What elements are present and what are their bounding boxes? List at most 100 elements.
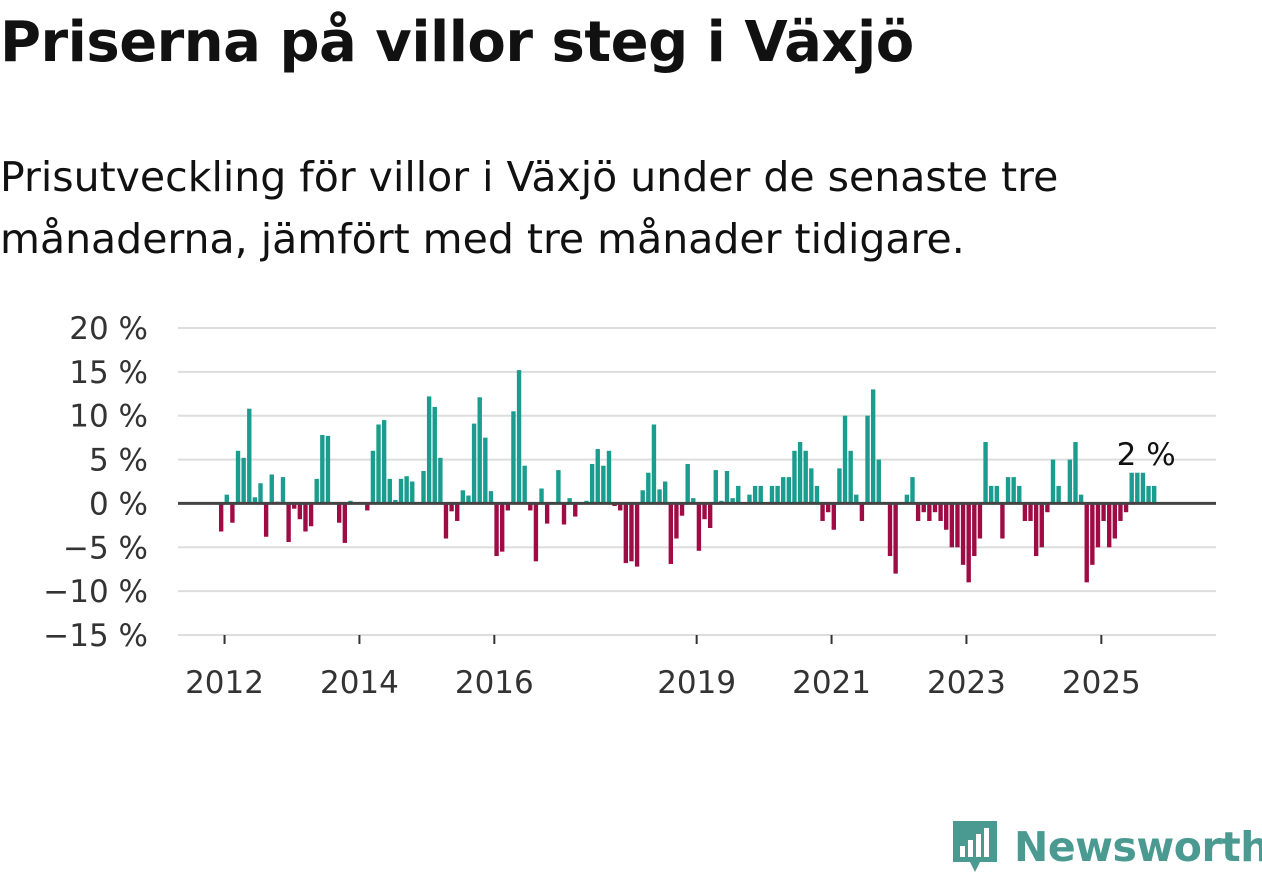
bar (1118, 503, 1123, 521)
bar (674, 503, 679, 539)
bar (269, 474, 274, 504)
bar (1073, 442, 1078, 504)
bar (483, 437, 488, 504)
gridlines (178, 327, 1216, 636)
y-tick-label: −15 % (43, 618, 148, 654)
bar (308, 503, 314, 527)
bar (1050, 459, 1056, 504)
bar (601, 465, 606, 504)
bar-chart: 20 %15 %10 %5 %0 %−5 %−10 %−15 % 2012 201… (43, 311, 1216, 701)
bar (365, 503, 370, 511)
bar (218, 503, 224, 532)
bar (904, 494, 910, 504)
bar (230, 503, 235, 523)
bar (606, 450, 612, 504)
bar (494, 503, 499, 557)
x-tick-label: 2021 (792, 665, 871, 701)
bar (775, 485, 780, 504)
bar (663, 481, 668, 504)
bar (724, 470, 730, 504)
bar (887, 503, 893, 557)
bar (522, 465, 527, 504)
bar (438, 457, 443, 504)
bar (589, 463, 595, 504)
bar (398, 478, 404, 504)
bar (814, 485, 820, 504)
bar (567, 498, 572, 504)
bar (865, 415, 870, 504)
bar (1090, 503, 1095, 565)
bar (488, 491, 494, 504)
bar (752, 485, 758, 504)
bar (1084, 503, 1089, 583)
bar (314, 478, 319, 504)
x-tick-label: 2025 (1062, 665, 1141, 701)
bar (803, 450, 808, 504)
bar (797, 442, 803, 504)
bar (646, 472, 651, 504)
bar (691, 498, 696, 504)
bar (618, 503, 623, 511)
bar (595, 449, 600, 504)
bar (241, 457, 246, 504)
bar (252, 497, 258, 504)
bar (449, 503, 454, 512)
bar (528, 503, 533, 511)
bar (910, 477, 915, 504)
bar (1123, 503, 1129, 513)
bar (870, 389, 876, 504)
annotations: 2 % (1117, 437, 1176, 473)
chart-subtitle: Prisutveckling för villor i Växjö under … (0, 153, 1059, 263)
bar (561, 503, 567, 525)
bar (1146, 485, 1151, 504)
bar (702, 503, 707, 520)
bar (1107, 503, 1112, 548)
bar (1017, 485, 1022, 504)
bar (915, 503, 921, 521)
bar (1000, 503, 1005, 539)
bar (1140, 472, 1146, 504)
y-tick-label: 0 % (89, 486, 148, 522)
bar (707, 503, 713, 528)
bar (387, 478, 392, 504)
bar (1011, 477, 1016, 504)
bar (573, 503, 578, 517)
y-tick-label: 20 % (69, 311, 148, 347)
bar (769, 485, 775, 504)
bar (393, 499, 398, 504)
bar (432, 406, 437, 504)
bar (297, 503, 303, 520)
bar (988, 485, 994, 504)
bar (831, 503, 836, 530)
bar (1067, 459, 1073, 504)
bar (1033, 503, 1039, 557)
bar (932, 503, 938, 513)
x-tick-label: 2023 (927, 665, 1006, 701)
bar (539, 488, 544, 504)
bar (516, 370, 522, 504)
bar (679, 503, 685, 516)
bar (792, 450, 797, 504)
bar (820, 503, 825, 521)
bar (426, 396, 432, 504)
brand-logo: Newsworthy (950, 818, 1262, 876)
y-axis-labels: 20 % 15 % 10 % 5 % 0 % −5 % −10 % −15 % (43, 311, 148, 654)
bar (668, 503, 673, 564)
bar (696, 503, 702, 551)
bar (235, 450, 241, 504)
bar (713, 470, 718, 504)
bar (280, 477, 286, 504)
bar (781, 477, 786, 504)
bar (629, 503, 634, 562)
bar (1056, 485, 1061, 504)
bar (1095, 503, 1101, 548)
bar (921, 503, 926, 513)
bar (893, 503, 898, 574)
bar (1045, 503, 1050, 513)
bar (533, 503, 539, 562)
bar (286, 503, 291, 543)
bar (747, 494, 752, 504)
x-tick-label: 2019 (657, 665, 736, 701)
bar (736, 485, 741, 504)
bar (544, 503, 550, 524)
